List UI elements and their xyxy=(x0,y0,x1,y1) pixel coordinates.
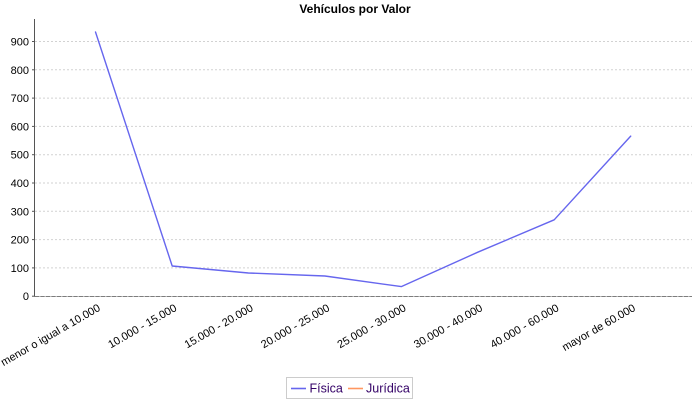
svg-text:400: 400 xyxy=(11,178,29,190)
svg-text:300: 300 xyxy=(11,206,29,218)
svg-text:500: 500 xyxy=(11,150,29,162)
svg-text:Vehículos por Valor: Vehículos por Valor xyxy=(299,2,411,16)
svg-text:Jurídica: Jurídica xyxy=(366,382,410,396)
svg-text:Física: Física xyxy=(310,382,343,396)
svg-text:0: 0 xyxy=(23,291,29,303)
svg-text:200: 200 xyxy=(11,235,29,247)
svg-text:100: 100 xyxy=(11,263,29,275)
svg-text:900: 900 xyxy=(11,37,29,49)
svg-text:800: 800 xyxy=(11,65,29,77)
svg-text:700: 700 xyxy=(11,93,29,105)
svg-text:600: 600 xyxy=(11,121,29,133)
